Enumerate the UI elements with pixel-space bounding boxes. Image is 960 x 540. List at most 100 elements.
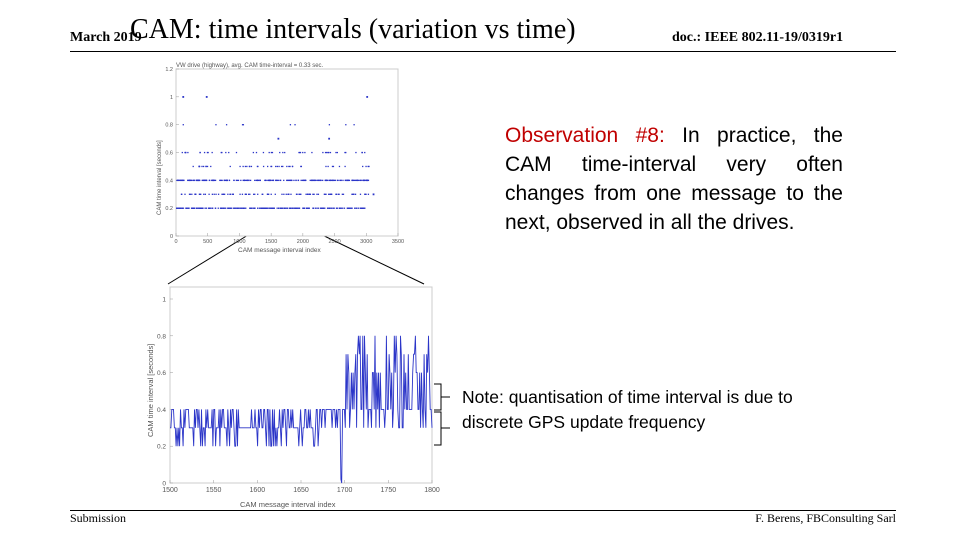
bottom-ytick-label: 0.4 <box>157 407 166 414</box>
top-data-point <box>217 207 219 209</box>
top-data-point <box>268 207 270 209</box>
top-data-point <box>358 179 360 182</box>
top-xtick-label: 1500 <box>265 239 277 245</box>
top-data-point <box>366 96 369 98</box>
top-data-point <box>270 165 272 168</box>
top-data-point <box>241 207 243 209</box>
top-data-point <box>217 193 220 195</box>
top-data-point <box>295 207 297 209</box>
top-data-point <box>204 193 207 195</box>
top-data-point <box>179 179 182 182</box>
top-data-point <box>331 165 334 168</box>
top-data-point <box>251 207 253 209</box>
top-data-point <box>341 193 343 195</box>
top-data-point <box>287 179 289 182</box>
top-data-point <box>348 207 350 209</box>
top-data-point <box>367 193 370 195</box>
top-data-point <box>295 193 298 195</box>
top-data-point <box>307 207 310 209</box>
top-data-point <box>203 179 205 182</box>
top-data-point <box>312 179 314 182</box>
top-data-point <box>182 207 185 209</box>
top-data-point <box>337 179 339 182</box>
top-data-point <box>325 165 327 168</box>
top-data-point <box>198 165 201 168</box>
top-data-point <box>200 193 202 195</box>
top-data-point <box>221 151 223 154</box>
top-data-point <box>355 179 358 182</box>
top-data-point <box>328 137 331 140</box>
top-data-point <box>243 179 246 182</box>
top-data-point <box>223 207 226 209</box>
slide-title: CAM: time intervals (variation vs time) <box>130 14 576 45</box>
top-data-point <box>271 179 274 182</box>
top-data-point <box>257 193 259 195</box>
top-data-point <box>343 207 346 209</box>
top-data-point <box>190 207 193 209</box>
top-data-point <box>365 165 367 168</box>
top-data-point <box>326 207 329 209</box>
top-data-point <box>246 179 249 182</box>
top-data-point <box>326 179 329 182</box>
top-data-point <box>187 179 189 182</box>
top-data-point <box>299 151 301 154</box>
top-data-point <box>290 193 292 195</box>
top-data-point <box>220 207 222 209</box>
top-data-point <box>231 207 233 209</box>
top-data-point <box>319 207 322 209</box>
top-data-point <box>227 207 230 209</box>
top-data-point <box>356 179 359 182</box>
top-data-point <box>329 151 332 154</box>
top-ytick-label: 0 <box>170 234 173 240</box>
top-ytick-label: 0.2 <box>165 206 173 212</box>
top-data-point <box>294 207 296 209</box>
top-data-point <box>338 207 340 209</box>
top-ytick-label: 0.8 <box>165 123 173 129</box>
top-data-point <box>326 151 328 154</box>
footer-left: Submission <box>70 511 127 525</box>
top-data-point <box>366 179 368 182</box>
top-data-point <box>325 179 327 182</box>
top-data-point <box>303 207 305 209</box>
top-data-point <box>299 151 302 154</box>
bottom-chart: 1 0.8 0.6 0.4 0.2 0 1500 1550 1600 1650 1700 1750 1… <box>146 286 440 509</box>
top-xtick-label: 0 <box>174 239 177 245</box>
top-data-point <box>240 179 242 182</box>
top-data-point <box>259 207 261 209</box>
top-data-point <box>248 179 250 182</box>
top-data-point <box>247 193 250 195</box>
top-data-point <box>268 193 270 195</box>
top-data-point <box>351 207 353 209</box>
top-data-point <box>215 193 217 195</box>
top-data-point <box>228 179 231 182</box>
top-data-point <box>190 179 192 182</box>
top-data-point <box>263 207 265 209</box>
top-data-point <box>287 193 289 195</box>
top-data-point <box>276 165 278 168</box>
top-data-point <box>330 207 332 209</box>
top-data-point <box>286 165 288 168</box>
top-data-point <box>338 193 340 195</box>
top-data-point <box>225 124 228 126</box>
top-data-point <box>250 165 253 168</box>
top-data-point <box>329 179 332 182</box>
top-data-point <box>207 151 209 154</box>
top-data-point <box>328 179 330 182</box>
top-data-point <box>289 207 291 209</box>
top-data-point <box>292 207 294 209</box>
top-data-point <box>256 179 258 182</box>
top-ytick-label: 1.2 <box>165 67 173 73</box>
top-data-point <box>235 179 238 182</box>
top-data-point <box>289 165 291 168</box>
top-data-point <box>184 193 186 195</box>
top-data-point <box>367 179 370 182</box>
top-data-point <box>289 124 292 126</box>
top-xtick-label: 2500 <box>328 239 340 245</box>
top-data-point <box>347 179 350 182</box>
top-data-point <box>320 207 322 209</box>
top-data-point <box>264 179 267 182</box>
top-data-point <box>348 179 351 182</box>
top-data-point <box>220 179 223 182</box>
top-data-point <box>205 179 207 182</box>
top-data-point <box>233 179 235 182</box>
